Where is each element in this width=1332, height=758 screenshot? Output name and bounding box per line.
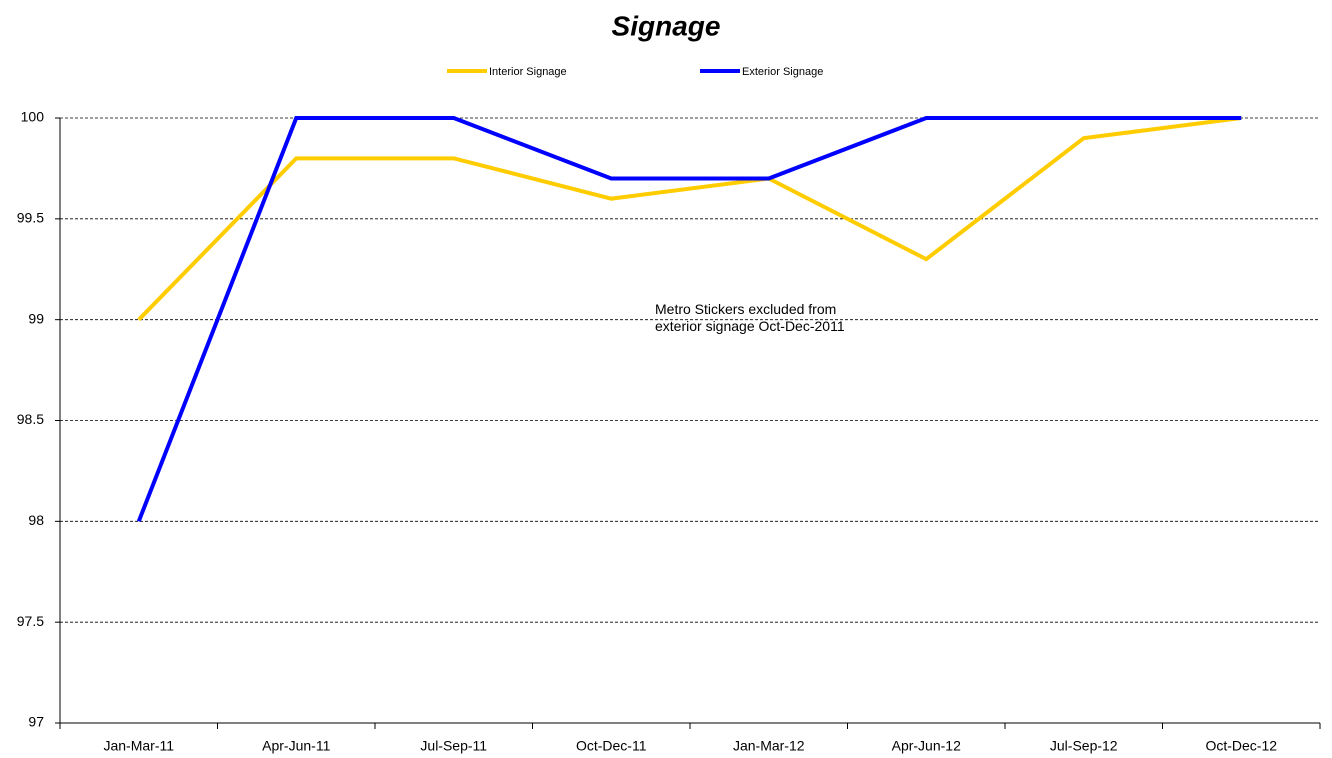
y-tick-label: 100 <box>21 109 45 125</box>
series-line <box>136 116 1242 523</box>
x-tick-label: Oct-Dec-12 <box>1205 738 1277 754</box>
x-tick-label: Oct-Dec-11 <box>576 738 647 754</box>
legend-label: Interior Signage <box>489 66 567 78</box>
y-tick-label: 99 <box>28 310 44 326</box>
y-tick-label: 98.5 <box>17 411 44 427</box>
annotation: Metro Stickers excluded from exterior si… <box>655 301 845 334</box>
x-tick-label: Jul-Sep-11 <box>420 738 487 754</box>
y-tick-label: 98 <box>28 512 44 528</box>
x-tick-label: Jul-Sep-12 <box>1050 738 1118 754</box>
x-tick-label: Jan-Mar-11 <box>103 738 174 754</box>
legend-label: Exterior Signage <box>742 66 823 78</box>
chart-title: Signage <box>612 10 721 41</box>
series-line <box>137 116 1242 322</box>
y-tick-label: 97.5 <box>17 613 44 629</box>
x-tick-label: Apr-Jun-12 <box>892 738 961 754</box>
y-tick-label: 99.5 <box>17 210 44 226</box>
x-tick-label: Apr-Jun-11 <box>262 738 330 754</box>
x-tick-label: Jan-Mar-12 <box>733 738 805 754</box>
y-tick-label: 97 <box>28 714 44 730</box>
